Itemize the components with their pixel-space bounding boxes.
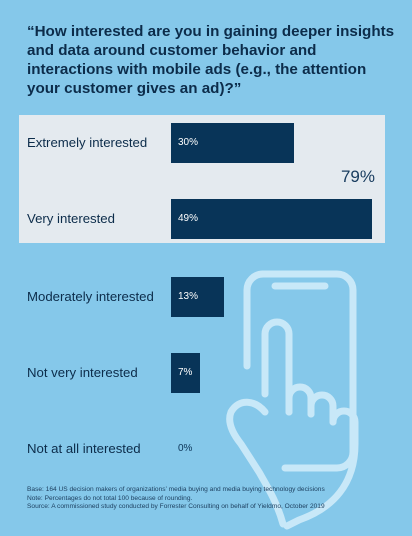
category-label: Extremely interested (27, 135, 148, 150)
category-label: Very interested (27, 211, 115, 226)
footnote-base: Base: 164 US decision makers of organiza… (27, 486, 325, 493)
footnote-note: Note: Percentages do not total 100 becau… (27, 494, 193, 502)
bar (171, 199, 372, 239)
bar (171, 123, 294, 163)
value-label: 30% (178, 137, 199, 148)
hand-tapping-phone-icon (226, 270, 359, 530)
footnote-source: Source: A commissioned study conducted b… (27, 503, 325, 511)
bar (171, 277, 225, 317)
value-label: 49% (178, 213, 199, 224)
category-label: Not very interested (27, 365, 138, 380)
category-label: Not at all interested (27, 441, 141, 456)
footnote: Base: 164 US decision makers of organiza… (27, 486, 397, 512)
combined-total-label: 79% (340, 167, 375, 186)
chart-title: “How interested are you in gaining deepe… (27, 23, 395, 97)
value-label: 7% (178, 367, 193, 378)
value-label: 0% (178, 443, 193, 454)
category-label: Moderately interested (27, 289, 154, 304)
value-label: 13% (178, 291, 199, 302)
bar (171, 353, 200, 393)
